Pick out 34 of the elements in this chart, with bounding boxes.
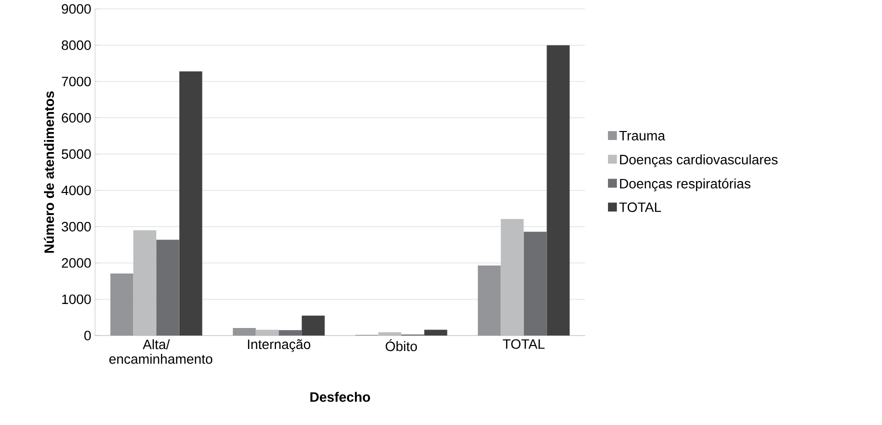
y-tick-label: 4000 — [61, 186, 91, 196]
legend-label: Trauma — [619, 131, 666, 141]
bar — [256, 330, 279, 336]
bar — [278, 330, 302, 336]
bar — [546, 45, 570, 336]
x-tick-label: Alta/ encaminhamento — [109, 339, 212, 364]
legend-label: Doenças cardiovasculares — [620, 154, 778, 168]
bar — [524, 232, 547, 336]
x-axis-title: Desfecho — [310, 392, 370, 402]
y-tick-label: 1000 — [62, 294, 91, 304]
y-tick-label: 5000 — [62, 149, 91, 160]
bar — [133, 230, 156, 336]
legend-label: Doenças respiratórias — [620, 178, 750, 192]
y-tick-label: 8000 — [62, 40, 91, 50]
y-tick-label: 3000 — [62, 222, 91, 232]
legend-label: TOTAL — [619, 202, 662, 212]
bar — [302, 316, 325, 336]
y-tick-label: 6000 — [62, 113, 91, 123]
bar — [232, 328, 256, 336]
bar — [478, 266, 501, 336]
x-tick-label: TOTAL — [502, 339, 545, 350]
bar — [179, 72, 202, 336]
y-tick-label: 2000 — [62, 258, 91, 268]
bar — [156, 240, 180, 336]
bar — [500, 219, 524, 336]
y-tick-label: 7000 — [62, 76, 91, 86]
x-tick-label: Óbito — [386, 339, 417, 352]
bar — [378, 332, 402, 336]
bar — [424, 330, 448, 336]
y-axis-title: Número de atendimentos — [44, 92, 54, 253]
y-tick-label: 9000 — [62, 4, 91, 14]
x-tick-label: Internação — [248, 339, 310, 352]
bar — [110, 274, 134, 336]
y-tick-label: 0 — [84, 330, 91, 341]
